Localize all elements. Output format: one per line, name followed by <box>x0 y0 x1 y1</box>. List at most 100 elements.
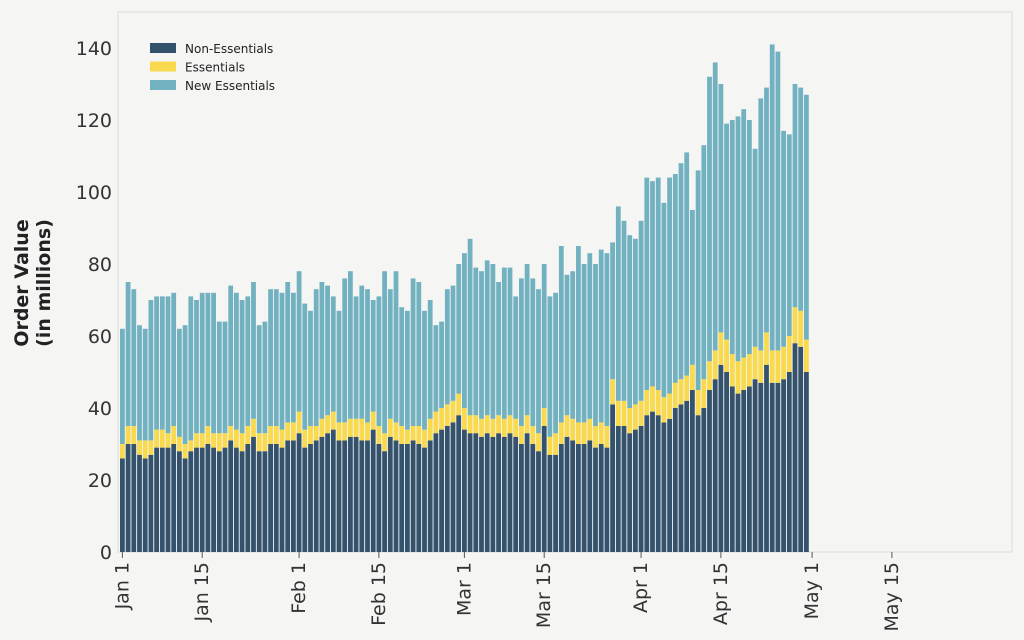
bar-new-essentials-50 <box>405 310 410 430</box>
bar-essentials-50 <box>405 429 410 444</box>
legend-label-non-essentials: Non-Essentials <box>185 42 273 56</box>
bar-non-essentials-24 <box>256 451 262 552</box>
bar-essentials-1 <box>125 426 131 444</box>
bar-new-essentials-37 <box>330 296 336 412</box>
bar-new-essentials-82 <box>587 253 593 419</box>
x-tick-label: Apr 15 <box>710 562 732 625</box>
bar-new-essentials-118 <box>792 84 798 308</box>
bar-new-essentials-24 <box>256 325 262 434</box>
bar-new-essentials-15 <box>205 292 211 426</box>
bar-non-essentials-57 <box>444 426 450 552</box>
bar-new-essentials-26 <box>268 289 273 426</box>
bar-new-essentials-110 <box>747 120 752 354</box>
bar-new-essentials-70 <box>519 278 524 426</box>
bar-new-essentials-14 <box>199 292 205 434</box>
bar-non-essentials-86 <box>610 404 615 552</box>
bar-essentials-32 <box>302 429 308 448</box>
x-tick-label: Feb 15 <box>368 562 390 626</box>
bar-essentials-83 <box>593 426 598 448</box>
bar-essentials-102 <box>701 379 707 408</box>
bar-new-essentials-25 <box>262 321 268 434</box>
bar-non-essentials-28 <box>279 447 285 552</box>
bar-non-essentials-92 <box>644 415 650 552</box>
bar-new-essentials-77 <box>558 246 564 423</box>
bar-new-essentials-106 <box>724 123 729 340</box>
bar-new-essentials-81 <box>581 264 587 423</box>
y-tick-label: 120 <box>76 110 112 132</box>
bar-essentials-103 <box>707 361 712 390</box>
bar-non-essentials-72 <box>530 444 536 552</box>
bar-non-essentials-15 <box>205 444 211 552</box>
bar-non-essentials-54 <box>427 440 433 552</box>
bar-non-essentials-11 <box>182 458 188 552</box>
bar-non-essentials-88 <box>621 426 627 552</box>
bar-essentials-34 <box>313 426 319 441</box>
bar-new-essentials-4 <box>142 328 148 441</box>
bar-non-essentials-51 <box>410 440 416 552</box>
bar-non-essentials-22 <box>245 444 251 552</box>
bar-essentials-44 <box>370 411 376 430</box>
bar-essentials-48 <box>393 422 399 441</box>
bar-new-essentials-76 <box>553 292 558 434</box>
bar-new-essentials-8 <box>165 296 171 434</box>
bar-essentials-19 <box>228 426 234 441</box>
bar-new-essentials-73 <box>536 289 541 434</box>
bar-essentials-12 <box>188 440 194 452</box>
bar-essentials-101 <box>695 390 701 416</box>
bar-new-essentials-85 <box>604 253 610 426</box>
bar-essentials-29 <box>285 422 291 441</box>
bar-essentials-3 <box>137 440 142 455</box>
bar-essentials-68 <box>507 415 513 434</box>
bar-new-essentials-5 <box>148 300 154 441</box>
bar-new-essentials-71 <box>524 264 530 416</box>
bar-non-essentials-98 <box>678 404 684 552</box>
bar-non-essentials-94 <box>655 415 661 552</box>
bar-new-essentials-40 <box>348 271 353 419</box>
bar-new-essentials-38 <box>336 310 342 423</box>
y-tick-label: 40 <box>88 398 112 420</box>
legend: Non-Essentials Essentials New Essentials <box>150 42 275 93</box>
bar-non-essentials-80 <box>576 444 581 552</box>
y-axis-label-line1: Order Value <box>11 219 33 346</box>
bar-essentials-42 <box>359 418 365 441</box>
bar-essentials-49 <box>399 426 405 444</box>
legend-swatch-new-essentials <box>150 80 176 90</box>
bar-non-essentials-6 <box>154 447 159 552</box>
bar-new-essentials-48 <box>393 271 399 423</box>
bar-non-essentials-37 <box>330 429 336 552</box>
y-axis: 0 20 40 60 80 100 120 140 <box>76 38 112 564</box>
bar-essentials-92 <box>644 390 650 416</box>
bar-new-essentials-43 <box>365 289 370 423</box>
bar-essentials-85 <box>604 426 610 448</box>
bar-essentials-109 <box>741 357 747 390</box>
bar-new-essentials-53 <box>422 310 427 430</box>
bar-new-essentials-51 <box>410 278 416 426</box>
bar-essentials-71 <box>524 415 530 434</box>
bar-non-essentials-105 <box>718 364 724 552</box>
bar-non-essentials-83 <box>593 447 598 552</box>
bar-non-essentials-65 <box>490 436 496 552</box>
bar-non-essentials-26 <box>268 444 273 552</box>
bar-new-essentials-120 <box>804 94 809 340</box>
bar-essentials-94 <box>655 390 661 416</box>
bar-new-essentials-91 <box>638 220 644 401</box>
bar-non-essentials-7 <box>159 447 165 552</box>
bar-essentials-47 <box>387 418 393 437</box>
bar-new-essentials-17 <box>216 321 222 434</box>
bar-non-essentials-84 <box>598 444 604 552</box>
bar-essentials-52 <box>416 426 422 444</box>
bar-new-essentials-99 <box>684 152 690 376</box>
bar-essentials-4 <box>142 440 148 459</box>
bar-non-essentials-32 <box>302 447 308 552</box>
bar-non-essentials-0 <box>120 458 125 552</box>
bar-non-essentials-116 <box>781 379 786 552</box>
bar-essentials-27 <box>273 426 279 444</box>
legend-label-essentials: Essentials <box>185 61 245 75</box>
bar-non-essentials-8 <box>165 447 171 552</box>
x-tick-label: Jan 15 <box>191 562 213 623</box>
bar-new-essentials-108 <box>735 116 741 362</box>
bar-new-essentials-28 <box>279 292 285 430</box>
bar-non-essentials-44 <box>370 429 376 552</box>
bar-non-essentials-27 <box>273 444 279 552</box>
bar-non-essentials-111 <box>752 379 758 552</box>
